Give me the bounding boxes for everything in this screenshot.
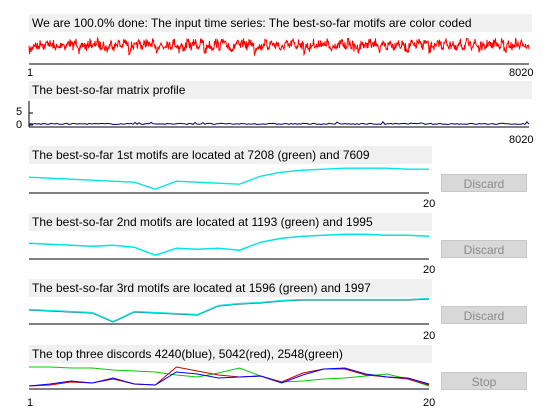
series-x-start: 1 bbox=[27, 67, 34, 79]
motif3-line-b bbox=[28, 297, 430, 323]
profile-x-end: 8020 bbox=[509, 134, 534, 146]
motif3-line-a bbox=[28, 298, 430, 323]
profile-panel-title: The best-so-far matrix profile bbox=[29, 81, 532, 99]
profile-y-tick-5: 5 bbox=[16, 106, 23, 118]
motif3-discard-button[interactable]: Discard bbox=[441, 306, 527, 324]
motif1-line-b bbox=[28, 167, 429, 190]
motif2-discard-button[interactable]: Discard bbox=[441, 240, 527, 258]
series-line bbox=[28, 36, 530, 57]
motif2-x-end: 20 bbox=[423, 264, 436, 276]
series-plot bbox=[28, 36, 530, 65]
motif3-plot bbox=[28, 297, 430, 325]
discords-x-start: 1 bbox=[27, 397, 34, 409]
discord-green-line bbox=[29, 366, 430, 387]
discords-panel-title: The top three discords 4240(blue), 5042(… bbox=[29, 345, 432, 363]
motif1-x-end: 20 bbox=[423, 198, 436, 210]
motif2-line-a bbox=[28, 233, 430, 256]
profile-plot bbox=[28, 101, 530, 128]
motif2-line-b bbox=[28, 234, 430, 257]
profile-y-tick-0: 0 bbox=[16, 119, 23, 131]
profile-line bbox=[28, 120, 530, 126]
motif2-panel-title: The best-so-far 2nd motifs are located a… bbox=[29, 213, 432, 231]
motif3-x-end: 20 bbox=[423, 330, 436, 342]
motif1-panel-title: The best-so-far 1st motifs are located a… bbox=[29, 146, 432, 164]
discords-x-end: 20 bbox=[423, 397, 436, 409]
motif1-plot bbox=[28, 167, 429, 194]
series-panel-title: We are 100.0% done: The input time serie… bbox=[29, 14, 532, 32]
discord-blue-line bbox=[28, 367, 430, 387]
series-x-end: 8020 bbox=[509, 67, 534, 79]
motif1-discard-button[interactable]: Discard bbox=[441, 174, 527, 192]
motif1-line-a bbox=[28, 167, 429, 190]
motif3-panel-title: The best-so-far 3rd motifs are located a… bbox=[29, 279, 432, 297]
stop-button[interactable]: Stop bbox=[441, 372, 527, 390]
discords-plot bbox=[28, 366, 430, 390]
motif2-plot bbox=[28, 233, 430, 260]
